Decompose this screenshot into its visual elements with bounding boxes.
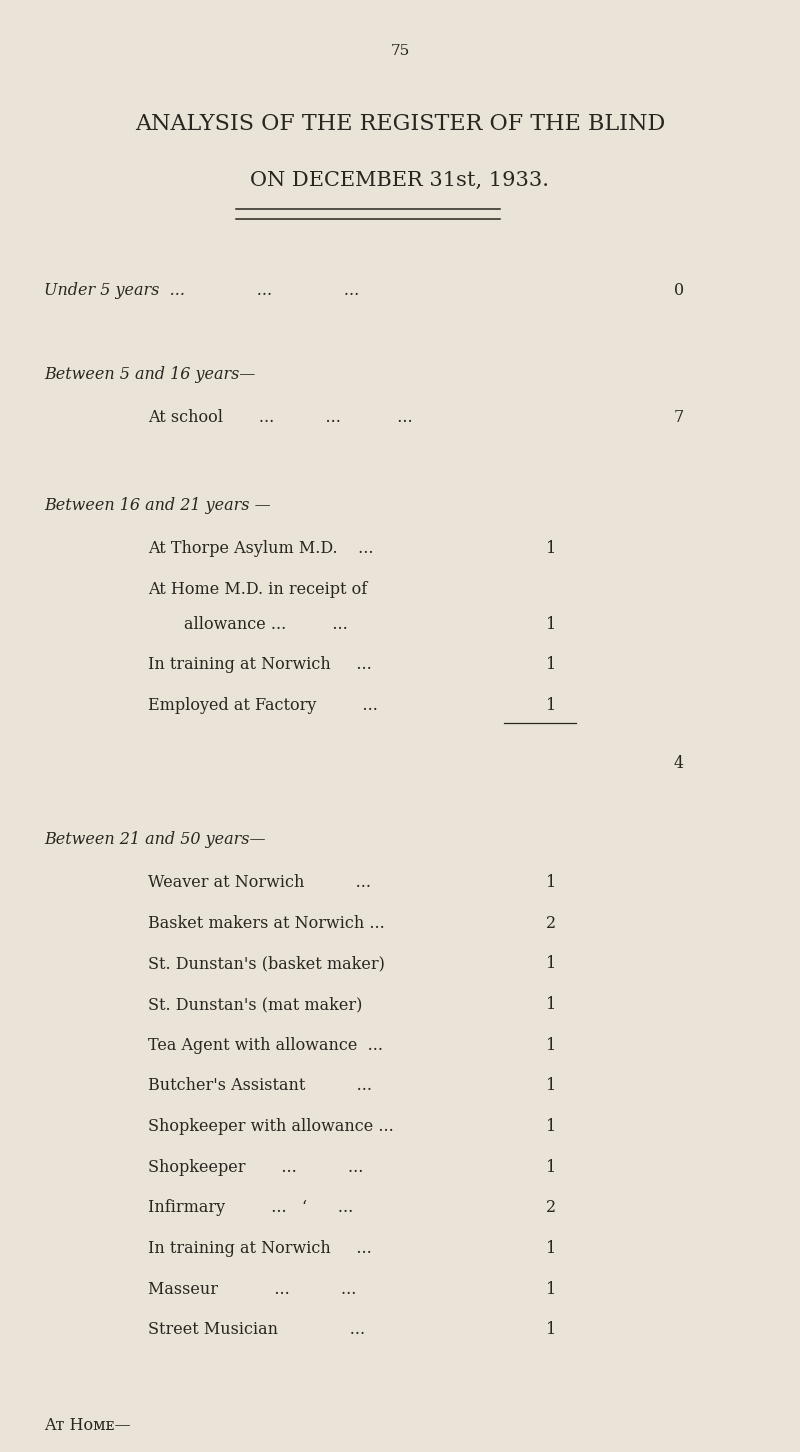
Text: Infirmary         ...   ‘      ...: Infirmary ... ‘ ... — [148, 1199, 354, 1217]
Text: 1: 1 — [546, 1159, 556, 1176]
Text: 1: 1 — [546, 697, 556, 714]
Text: Employed at Factory         ...: Employed at Factory ... — [148, 697, 378, 714]
Text: Street Musician              ...: Street Musician ... — [148, 1321, 365, 1339]
Text: Masseur           ...          ...: Masseur ... ... — [148, 1281, 356, 1298]
Text: Between 5 and 16 years—: Between 5 and 16 years— — [44, 366, 255, 383]
Text: Between 16 and 21 years —: Between 16 and 21 years — — [44, 497, 270, 514]
Text: 1: 1 — [546, 874, 556, 892]
Text: In training at Norwich     ...: In training at Norwich ... — [148, 1240, 372, 1257]
Text: St. Dunstan's (basket maker): St. Dunstan's (basket maker) — [148, 955, 385, 973]
Text: In training at Norwich     ...: In training at Norwich ... — [148, 656, 372, 674]
Text: 7: 7 — [674, 409, 684, 427]
Text: 1: 1 — [546, 996, 556, 1013]
Text: 2: 2 — [546, 1199, 556, 1217]
Text: 0: 0 — [674, 282, 684, 299]
Text: Basket makers at Norwich ...: Basket makers at Norwich ... — [148, 915, 385, 932]
Text: allowance ...         ...: allowance ... ... — [184, 616, 348, 633]
Text: 2: 2 — [546, 915, 556, 932]
Text: At school       ...          ...           ...: At school ... ... ... — [148, 409, 413, 427]
Text: At Home M.D. in receipt of: At Home M.D. in receipt of — [148, 581, 367, 598]
Text: Under 5 years  ...              ...              ...: Under 5 years ... ... ... — [44, 282, 359, 299]
Text: Butcher's Assistant          ...: Butcher's Assistant ... — [148, 1077, 372, 1095]
Text: 1: 1 — [546, 1281, 556, 1298]
Text: Shopkeeper with allowance ...: Shopkeeper with allowance ... — [148, 1118, 394, 1135]
Text: Tea Agent with allowance  ...: Tea Agent with allowance ... — [148, 1037, 383, 1054]
Text: 1: 1 — [546, 616, 556, 633]
Text: St. Dunstan's (mat maker): St. Dunstan's (mat maker) — [148, 996, 362, 1013]
Text: 1: 1 — [546, 1077, 556, 1095]
Text: 1: 1 — [546, 1321, 556, 1339]
Text: 1: 1 — [546, 1037, 556, 1054]
Text: Shopkeeper       ...          ...: Shopkeeper ... ... — [148, 1159, 363, 1176]
Text: ANALYSIS OF THE REGISTER OF THE BLIND: ANALYSIS OF THE REGISTER OF THE BLIND — [135, 113, 665, 135]
Text: 75: 75 — [390, 44, 410, 58]
Text: Aᴛ Hᴏᴍᴇ—: Aᴛ Hᴏᴍᴇ— — [44, 1417, 130, 1435]
Text: 1: 1 — [546, 540, 556, 558]
Text: 1: 1 — [546, 955, 556, 973]
Text: At Thorpe Asylum M.D.    ...: At Thorpe Asylum M.D. ... — [148, 540, 374, 558]
Text: 1: 1 — [546, 656, 556, 674]
Text: 1: 1 — [546, 1240, 556, 1257]
Text: 4: 4 — [674, 755, 684, 772]
Text: Weaver at Norwich          ...: Weaver at Norwich ... — [148, 874, 371, 892]
Text: ON DECEMBER 31st, 1933.: ON DECEMBER 31st, 1933. — [250, 171, 550, 190]
Text: 1: 1 — [546, 1118, 556, 1135]
Text: Between 21 and 50 years—: Between 21 and 50 years— — [44, 831, 266, 848]
